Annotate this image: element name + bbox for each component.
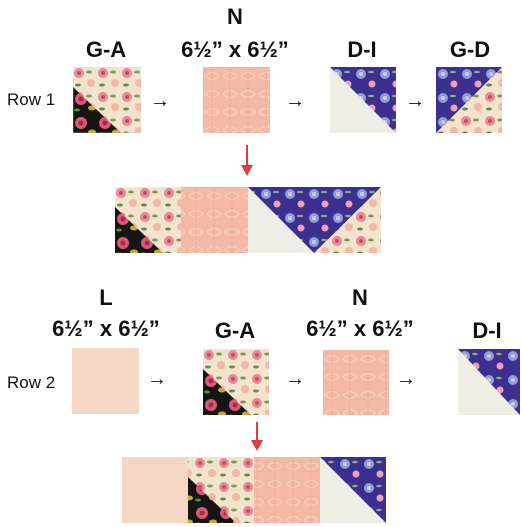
row-2-label: Row 2 <box>7 373 56 392</box>
block-row2-l <box>72 348 139 414</box>
block-row2-ga <box>203 349 269 415</box>
assembled-row-2 <box>122 457 386 523</box>
block-row1-ga <box>73 67 141 133</box>
arrow-icon: → <box>405 90 425 112</box>
block-row1-n <box>203 67 270 133</box>
block-name-row2-di: D-I <box>472 318 502 343</box>
block-row2-n <box>323 350 389 415</box>
block-row1-gd <box>436 67 502 133</box>
arrow-icon: → <box>396 368 416 390</box>
block-name-row1-ga: G-A <box>85 37 127 62</box>
block-name-row1-di: D-I <box>347 37 377 62</box>
block-row2-di <box>458 349 520 415</box>
arrow-icon: → <box>147 368 167 390</box>
block-name-row1-gd: G-D <box>449 37 491 62</box>
block-name-row2-l: L <box>99 285 113 310</box>
down-arrow-icon <box>250 422 264 452</box>
block-size-row1-n: 6½” x 6½” <box>181 37 289 62</box>
block-size-row2-l: 6½” x 6½” <box>52 316 160 341</box>
assembled-row-1 <box>115 187 381 253</box>
block-name-row1-n: N <box>227 4 243 29</box>
arrow-icon: → <box>285 90 305 112</box>
arrow-icon: → <box>285 368 305 390</box>
block-row1-di <box>330 67 396 133</box>
row-1-label: Row 1 <box>7 90 56 109</box>
block-name-row2-n: N <box>352 285 368 310</box>
block-name-row2-ga: G-A <box>214 318 256 343</box>
block-size-row2-n: 6½” x 6½” <box>306 316 414 341</box>
arrow-icon: → <box>150 90 170 112</box>
down-arrow-icon <box>240 145 254 177</box>
